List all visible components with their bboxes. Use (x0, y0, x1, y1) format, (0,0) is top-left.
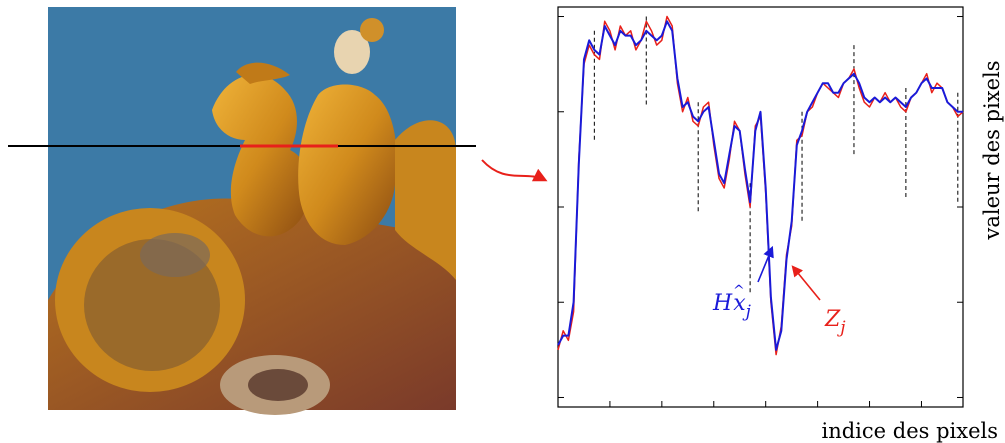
photo-phoenix (212, 74, 311, 237)
z-label-base: Z (824, 307, 841, 332)
series-layer (557, 15, 964, 356)
segment-boundaries (593, 16, 959, 293)
hx-label-hat-var: x (733, 291, 746, 316)
plot-area (557, 6, 964, 408)
photo-phoenix-crest (236, 62, 290, 84)
z-annotation-arrow (791, 265, 821, 301)
x-axis-title: indice des pixels (821, 419, 998, 443)
series-line-Z (557, 15, 964, 356)
z-label-sub: j (836, 318, 846, 338)
photo-scroll-inner (248, 369, 308, 401)
photo-rider-hat (360, 18, 384, 42)
series-line-Hx (557, 20, 963, 351)
hx-label: Hxj (712, 291, 752, 322)
link-arrow (481, 159, 548, 182)
axis-ticks (557, 16, 963, 407)
photo-tail (395, 120, 456, 280)
photo-rider-head (334, 30, 370, 74)
photo-roof-disc-weathering (140, 233, 210, 277)
hx-label-base: H (712, 291, 733, 316)
hx-hat-mark: ^ (733, 283, 745, 299)
photo-panel (8, 7, 476, 415)
plot-frame (557, 6, 964, 408)
y-axis-title: valeur des pixels (980, 60, 1004, 240)
photo-rider-body (298, 84, 397, 246)
z-label: Zj (824, 307, 846, 338)
hx-label-sub: j (742, 302, 752, 322)
hx-annotation-arrow (757, 245, 774, 283)
